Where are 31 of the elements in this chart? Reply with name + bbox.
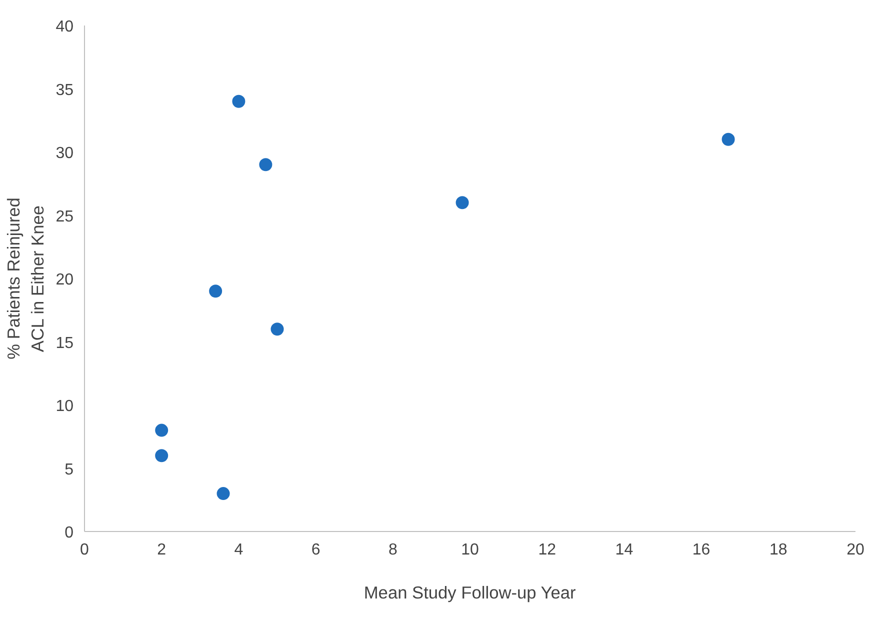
- x-axis-title: Mean Study Follow-up Year: [364, 582, 576, 602]
- x-tick-label: 12: [538, 542, 556, 558]
- point: [270, 322, 284, 336]
- point: [232, 94, 246, 108]
- point: [155, 449, 168, 462]
- y-tick-label: 35: [56, 82, 74, 99]
- y-tick-label: 25: [56, 208, 74, 226]
- y-tick-label: 30: [56, 145, 74, 162]
- y-tick-label: 40: [56, 18, 74, 36]
- x-tick-label: 0: [80, 542, 90, 558]
- y-tick-label: 15: [56, 334, 74, 352]
- y-tick-label: 20: [56, 272, 74, 288]
- point: [209, 284, 222, 298]
- y-tick-label: 5: [64, 461, 74, 478]
- point: [216, 487, 230, 500]
- y-tick-label: 10: [56, 398, 74, 415]
- x-tick-label: 18: [770, 542, 788, 558]
- y-axis-title: % Patients Reinjured ACL in Either Knee: [4, 198, 48, 360]
- x-tick-label: 10: [461, 542, 479, 558]
- x-tick-label: 6: [311, 542, 320, 558]
- point: [155, 424, 168, 437]
- x-tick-label: 2: [157, 542, 166, 558]
- x-tick-label: 4: [234, 542, 244, 558]
- x-tick-label: 8: [388, 542, 398, 558]
- x-tick-label: 14: [615, 542, 634, 558]
- x-tick-label: 16: [692, 542, 710, 558]
- point: [722, 132, 735, 146]
- y-tick-label: 0: [64, 524, 74, 542]
- point: [259, 158, 272, 172]
- point: [456, 196, 469, 210]
- x-tick-label: 20: [846, 542, 864, 558]
